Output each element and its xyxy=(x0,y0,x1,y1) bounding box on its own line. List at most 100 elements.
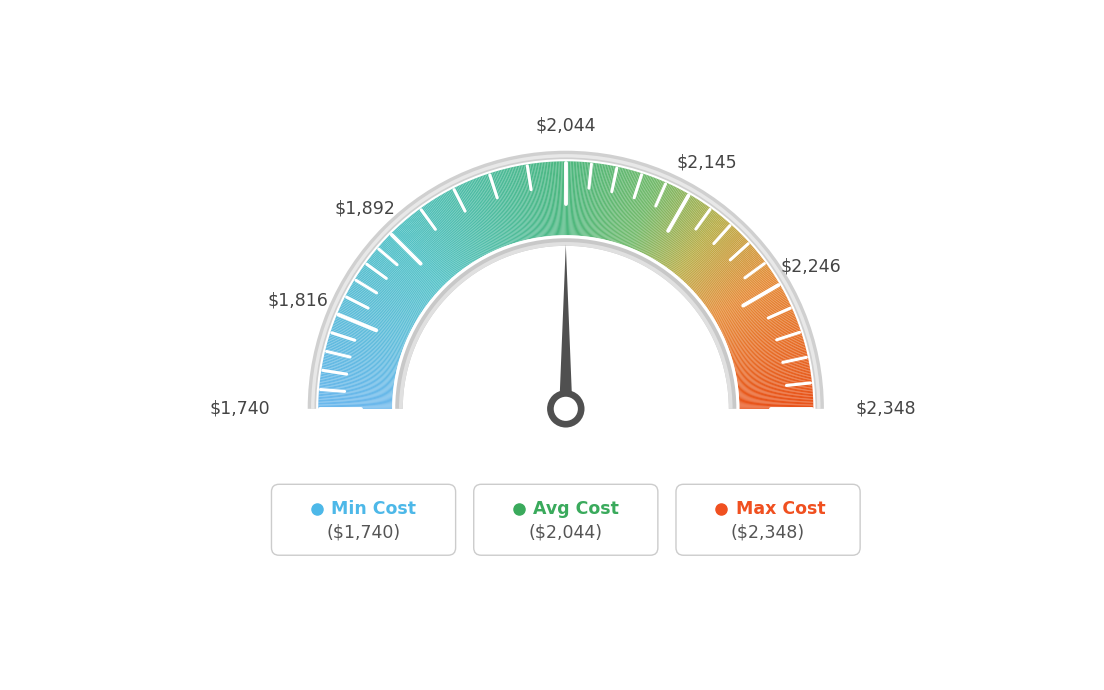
Wedge shape xyxy=(713,277,776,317)
Wedge shape xyxy=(645,188,680,255)
Wedge shape xyxy=(657,198,697,262)
Wedge shape xyxy=(530,164,542,237)
Wedge shape xyxy=(670,210,715,270)
Wedge shape xyxy=(675,216,722,275)
Wedge shape xyxy=(329,335,400,358)
Wedge shape xyxy=(514,166,531,239)
Wedge shape xyxy=(311,154,820,408)
Wedge shape xyxy=(720,294,786,329)
Wedge shape xyxy=(501,170,521,242)
Wedge shape xyxy=(721,297,787,331)
Wedge shape xyxy=(670,211,716,271)
Text: $1,740: $1,740 xyxy=(210,400,270,418)
Wedge shape xyxy=(590,164,602,237)
Wedge shape xyxy=(442,194,479,259)
Wedge shape xyxy=(392,232,445,286)
Wedge shape xyxy=(416,210,461,270)
Wedge shape xyxy=(359,271,422,313)
Wedge shape xyxy=(624,175,649,246)
Wedge shape xyxy=(327,344,399,364)
Wedge shape xyxy=(502,169,522,241)
Wedge shape xyxy=(710,270,772,312)
Wedge shape xyxy=(395,228,447,283)
Wedge shape xyxy=(591,164,603,237)
Wedge shape xyxy=(707,264,767,308)
Wedge shape xyxy=(604,167,622,239)
Wedge shape xyxy=(548,162,554,236)
Wedge shape xyxy=(323,355,396,372)
Wedge shape xyxy=(343,299,411,333)
Wedge shape xyxy=(448,190,484,256)
Wedge shape xyxy=(654,195,692,259)
Wedge shape xyxy=(603,167,619,239)
Wedge shape xyxy=(740,407,814,408)
Wedge shape xyxy=(410,216,457,275)
Wedge shape xyxy=(555,161,560,235)
Wedge shape xyxy=(480,176,507,246)
Wedge shape xyxy=(597,166,613,238)
Wedge shape xyxy=(592,164,605,237)
Wedge shape xyxy=(380,244,436,294)
Wedge shape xyxy=(593,164,606,237)
Wedge shape xyxy=(692,239,747,290)
Wedge shape xyxy=(363,264,425,308)
Wedge shape xyxy=(320,373,394,385)
Wedge shape xyxy=(698,248,754,297)
Wedge shape xyxy=(460,184,492,252)
Wedge shape xyxy=(318,396,392,401)
Wedge shape xyxy=(333,324,403,350)
Wedge shape xyxy=(394,230,446,284)
Wedge shape xyxy=(687,230,739,284)
Wedge shape xyxy=(466,181,497,250)
Wedge shape xyxy=(618,173,643,244)
Wedge shape xyxy=(679,221,729,278)
Wedge shape xyxy=(569,161,572,235)
Wedge shape xyxy=(358,273,421,315)
Wedge shape xyxy=(378,248,434,297)
Wedge shape xyxy=(522,165,537,238)
Wedge shape xyxy=(347,293,413,328)
Wedge shape xyxy=(400,224,450,280)
Wedge shape xyxy=(364,264,425,308)
Wedge shape xyxy=(714,280,778,319)
Wedge shape xyxy=(342,302,410,335)
Wedge shape xyxy=(406,218,455,276)
Wedge shape xyxy=(318,400,392,404)
Wedge shape xyxy=(542,162,551,236)
Wedge shape xyxy=(726,313,795,343)
Wedge shape xyxy=(714,282,778,320)
Wedge shape xyxy=(336,316,405,345)
Wedge shape xyxy=(737,378,811,388)
Wedge shape xyxy=(319,388,393,396)
Wedge shape xyxy=(331,329,402,354)
Wedge shape xyxy=(718,288,783,325)
Wedge shape xyxy=(703,258,763,304)
Wedge shape xyxy=(339,308,407,339)
Wedge shape xyxy=(353,280,417,319)
Wedge shape xyxy=(435,198,475,262)
Wedge shape xyxy=(497,170,519,242)
Wedge shape xyxy=(445,192,482,257)
Wedge shape xyxy=(428,202,470,265)
Wedge shape xyxy=(664,204,707,266)
Wedge shape xyxy=(740,398,814,402)
Circle shape xyxy=(548,390,584,428)
Wedge shape xyxy=(319,382,393,391)
Wedge shape xyxy=(740,400,814,404)
Wedge shape xyxy=(737,376,811,387)
Wedge shape xyxy=(320,376,394,387)
Wedge shape xyxy=(386,237,440,289)
Wedge shape xyxy=(318,402,392,406)
Wedge shape xyxy=(323,358,396,374)
Wedge shape xyxy=(712,275,775,316)
Wedge shape xyxy=(736,366,809,380)
Wedge shape xyxy=(739,384,813,393)
Wedge shape xyxy=(634,181,665,250)
Wedge shape xyxy=(348,290,414,326)
Wedge shape xyxy=(633,180,662,249)
Wedge shape xyxy=(733,342,805,362)
Wedge shape xyxy=(734,348,806,368)
Wedge shape xyxy=(708,267,769,310)
Wedge shape xyxy=(739,388,813,396)
Wedge shape xyxy=(697,246,754,296)
